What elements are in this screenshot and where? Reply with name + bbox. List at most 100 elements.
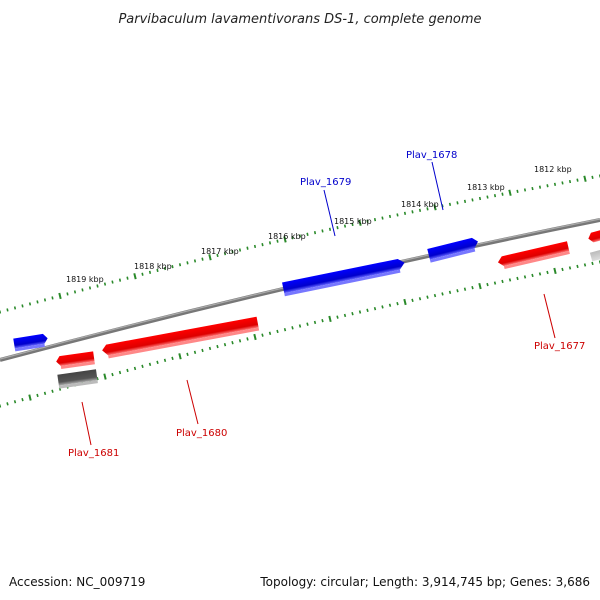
scale-tick — [148, 362, 152, 367]
scale-tick — [51, 296, 54, 300]
scale-tick — [531, 186, 534, 191]
scale-tick — [118, 278, 122, 282]
scale-tick — [336, 315, 339, 319]
gene-plav-1677[interactable] — [497, 241, 570, 270]
scale-tick — [216, 253, 219, 258]
scale-tick — [193, 350, 197, 355]
scale-tick — [253, 333, 257, 341]
scale-ticks-inner — [0, 260, 600, 408]
scale-tick — [171, 356, 174, 361]
scale-tick — [486, 282, 489, 287]
scale-tick — [381, 305, 384, 309]
scale-tick — [546, 184, 549, 188]
scale-label-1818: 1818 kbp — [134, 262, 172, 271]
scale-tick — [246, 246, 249, 250]
scale-tick — [126, 276, 129, 280]
scale-tick — [313, 320, 317, 325]
scale-tick — [381, 216, 384, 220]
scale-tick — [546, 270, 549, 275]
leader-plav-1677 — [543, 293, 556, 339]
scale-tick — [411, 298, 414, 303]
scale-tick — [568, 266, 572, 270]
scale-tick — [493, 194, 497, 198]
scale-tick — [246, 337, 249, 341]
scale-tick — [523, 275, 527, 279]
scale-tick — [366, 308, 369, 313]
scale-tick — [36, 393, 39, 398]
scale-tick — [81, 288, 84, 292]
scale-tick — [366, 219, 369, 223]
scale-tick — [426, 295, 429, 299]
scale-label-1812: 1812 kbp — [534, 165, 572, 174]
scale-tick — [471, 285, 474, 290]
scale-tick — [261, 333, 264, 337]
feature-gray-left[interactable] — [57, 369, 98, 389]
scale-tick — [231, 340, 234, 345]
scale-tick — [373, 306, 377, 311]
gene-plav-1680[interactable] — [101, 316, 260, 360]
scale-tick — [111, 280, 114, 284]
scale-tick — [208, 254, 212, 261]
scale-tick — [231, 250, 234, 254]
scale-tick — [591, 175, 594, 179]
scale-tick — [306, 232, 309, 236]
scale-tick — [388, 214, 392, 219]
scale-tick — [403, 211, 407, 215]
scale-tick — [343, 313, 347, 318]
scale-tick — [478, 282, 482, 290]
gene-plav-1679[interactable] — [282, 258, 406, 297]
gene-label-plav-1677: Plav_1677 — [534, 341, 585, 352]
scale-ticks-outer — [0, 174, 600, 314]
gene-plav-1681[interactable] — [55, 351, 95, 370]
scale-tick — [328, 227, 332, 231]
scale-tick — [553, 182, 557, 186]
scale-tick — [418, 297, 422, 301]
scale-label-1819: 1819 kbp — [66, 275, 104, 284]
scale-tick — [6, 402, 9, 406]
scale-tick — [583, 263, 587, 267]
scale-tick — [516, 276, 519, 281]
scale-tick — [523, 188, 527, 192]
scale-tick — [156, 268, 159, 273]
scale-tick — [291, 236, 294, 240]
scale-tick — [508, 189, 512, 196]
scale-tick — [336, 226, 339, 230]
gene-forward-left-edge[interactable] — [13, 333, 49, 352]
scale-tick — [43, 298, 47, 302]
gene-reverse-right-edge[interactable] — [587, 229, 600, 244]
scale-tick — [186, 261, 189, 265]
scale-tick — [501, 192, 504, 196]
scale-tick — [133, 366, 137, 371]
scale-tick — [561, 181, 564, 185]
scale-tick — [351, 311, 354, 316]
scale-tick — [171, 265, 174, 269]
scale-tick — [478, 196, 482, 201]
scale-tick — [591, 261, 594, 266]
scale-tick — [13, 306, 17, 310]
scale-tick — [156, 360, 159, 365]
scale-tick — [126, 368, 129, 373]
scale-tick — [538, 272, 542, 276]
scale-tick — [538, 185, 542, 189]
leader-plav-1679 — [323, 189, 336, 237]
scale-label-1813: 1813 kbp — [467, 183, 505, 192]
scale-tick — [73, 290, 77, 294]
scale-tick — [313, 231, 317, 235]
scale-tick — [43, 391, 47, 396]
scale-tick — [463, 199, 467, 204]
scale-tick — [208, 346, 212, 351]
scale-tick — [291, 326, 294, 330]
scale-tick — [28, 394, 32, 401]
scale-tick — [118, 370, 122, 375]
gene-plav-1678[interactable] — [427, 237, 480, 263]
scale-tick — [261, 243, 264, 247]
scale-tick — [133, 273, 137, 280]
scale-tick — [553, 267, 557, 275]
scale-tick — [21, 304, 24, 308]
feature-gray-right-edge[interactable] — [589, 249, 600, 262]
scale-tick — [448, 290, 452, 295]
scale-tick — [486, 195, 489, 199]
scale-tick — [531, 273, 534, 278]
scale-tick — [216, 344, 219, 349]
